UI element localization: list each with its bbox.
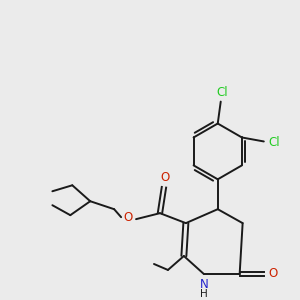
Text: H: H — [200, 289, 208, 299]
Text: Cl: Cl — [268, 136, 280, 149]
Text: O: O — [124, 211, 133, 224]
Text: O: O — [268, 267, 277, 280]
Text: O: O — [160, 171, 170, 184]
Text: N: N — [200, 278, 208, 291]
Text: Cl: Cl — [216, 86, 227, 99]
